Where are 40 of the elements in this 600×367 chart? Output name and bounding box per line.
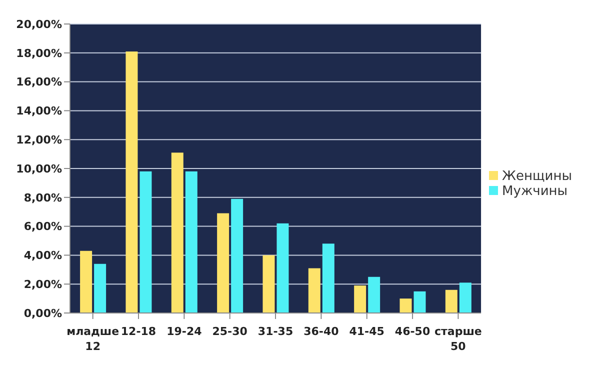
bar (140, 171, 152, 313)
bar (94, 264, 106, 313)
legend-label: Мужчины (502, 184, 568, 198)
legend-label: Женщины (502, 168, 572, 184)
bar (368, 276, 380, 313)
y-tick-label: 16,00% (16, 76, 62, 89)
x-tick-label: 19-24 (166, 325, 202, 338)
y-tick-label: 18,00% (16, 46, 62, 60)
y-tick-label: 4,00% (24, 249, 62, 262)
y-tick-label: 20,00% (16, 18, 62, 31)
bar (276, 223, 289, 313)
y-tick-label: 8,00% (24, 191, 62, 204)
y-tick-label: 6,00% (24, 220, 62, 234)
bar (217, 213, 230, 313)
y-tick-label: 12,00% (16, 134, 62, 147)
x-tick-label: 25-30 (212, 325, 248, 338)
y-tick-label: 10,00% (16, 162, 62, 176)
x-tick-label: младше 12 (66, 325, 120, 353)
y-tick-label: 14,00% (16, 104, 62, 118)
bar (414, 291, 426, 313)
bar (126, 51, 138, 313)
x-tick-label: 12-18 (120, 325, 156, 338)
x-tick-label: 41-45 (349, 325, 384, 338)
bar (231, 198, 244, 313)
x-tick-label: 36-40 (304, 325, 340, 338)
bar (185, 171, 198, 313)
x-tick-label: старше 50 (434, 325, 482, 353)
x-tick-label: 46-50 (394, 325, 430, 338)
bar (171, 152, 184, 313)
bar (354, 286, 366, 313)
y-tick-label: 0,00% (24, 306, 62, 320)
bar (322, 244, 334, 313)
bar (80, 250, 92, 313)
bar (445, 290, 458, 313)
y-tick-label: 2,00% (24, 278, 62, 292)
bar (459, 282, 472, 313)
x-tick-label: 31-35 (258, 325, 294, 338)
bar (400, 298, 412, 313)
bar (308, 268, 320, 313)
bar (262, 255, 275, 313)
